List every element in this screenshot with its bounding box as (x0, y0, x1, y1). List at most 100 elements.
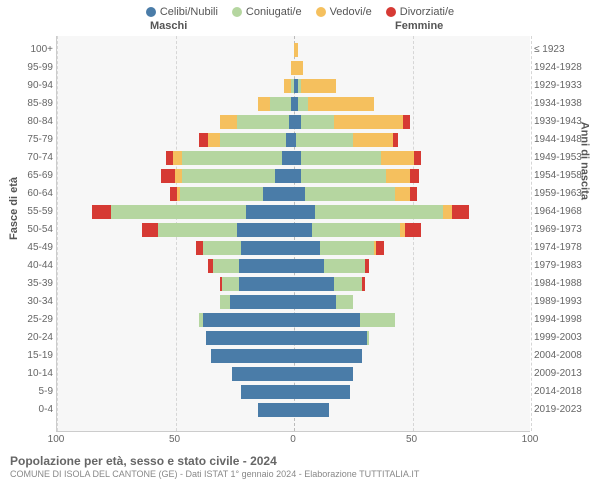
age-label: 0-4 (7, 401, 53, 419)
legend-label: Divorziati/e (400, 6, 454, 18)
age-label: 95-99 (7, 59, 53, 77)
seg-widowed (301, 79, 337, 93)
bar-male (220, 115, 293, 129)
bar-male (211, 349, 294, 363)
bar-male (208, 259, 293, 273)
pyramid-row: 45-491974-1978 (57, 239, 530, 257)
bar-female (294, 205, 469, 219)
birth-year-label: 1949-1953 (534, 149, 596, 167)
legend-swatch (316, 7, 326, 17)
seg-widowed (386, 169, 410, 183)
age-label: 25-29 (7, 311, 53, 329)
seg-divorced (142, 223, 159, 237)
age-label: 80-84 (7, 113, 53, 131)
seg-widowed (294, 61, 303, 75)
seg-single (294, 187, 306, 201)
seg-single (232, 367, 294, 381)
seg-married (305, 187, 395, 201)
seg-single (294, 385, 351, 399)
age-label: 50-54 (7, 221, 53, 239)
bar-female (294, 241, 384, 255)
seg-divorced (405, 223, 422, 237)
age-label: 70-74 (7, 149, 53, 167)
seg-single (294, 331, 367, 345)
seg-widowed (220, 115, 237, 129)
seg-married (182, 169, 274, 183)
pyramid-row: 35-391984-1988 (57, 275, 530, 293)
bar-male (258, 97, 294, 111)
seg-married (336, 295, 353, 309)
seg-single (241, 385, 293, 399)
seg-married (298, 97, 307, 111)
age-label: 30-34 (7, 293, 53, 311)
seg-married (301, 151, 382, 165)
seg-single (258, 403, 294, 417)
x-tick: 50 (169, 434, 180, 445)
seg-married (324, 259, 364, 273)
seg-single (203, 313, 293, 327)
age-label: 35-39 (7, 275, 53, 293)
birth-year-label: 1974-1978 (534, 239, 596, 257)
seg-single (263, 187, 294, 201)
birth-year-label: 1929-1933 (534, 77, 596, 95)
seg-married (334, 277, 362, 291)
seg-single (275, 169, 294, 183)
seg-single (294, 277, 334, 291)
seg-married (220, 295, 229, 309)
seg-married (111, 205, 246, 219)
pyramid-row: 10-142009-2013 (57, 365, 530, 383)
seg-divorced (410, 169, 419, 183)
birth-year-label: 1984-1988 (534, 275, 596, 293)
bar-female (294, 43, 299, 57)
chart-footer: Popolazione per età, sesso e stato civil… (0, 448, 600, 479)
bar-female (294, 385, 351, 399)
seg-divorced (170, 187, 177, 201)
bar-male (232, 367, 294, 381)
seg-single (282, 151, 294, 165)
bar-male (196, 241, 293, 255)
seg-divorced (376, 241, 383, 255)
pyramid-row: 60-641959-1963 (57, 185, 530, 203)
age-label: 15-19 (7, 347, 53, 365)
seg-single (294, 259, 325, 273)
birth-year-label: ≤ 1923 (534, 41, 596, 59)
legend-swatch (386, 7, 396, 17)
legend-label: Celibi/Nubili (160, 6, 218, 18)
seg-married (312, 223, 400, 237)
bar-female (294, 331, 370, 345)
pyramid-row: 5-92014-2018 (57, 383, 530, 401)
seg-married (360, 313, 396, 327)
birth-year-label: 1959-1963 (534, 185, 596, 203)
age-label: 5-9 (7, 383, 53, 401)
pyramid-row: 55-591964-1968 (57, 203, 530, 221)
seg-widowed (334, 115, 403, 129)
x-tick: 50 (406, 434, 417, 445)
bar-female (294, 277, 365, 291)
bar-female (294, 151, 422, 165)
age-label: 20-24 (7, 329, 53, 347)
seg-widowed (175, 169, 182, 183)
seg-divorced (161, 169, 175, 183)
legend-item: Coniugati/e (232, 6, 302, 18)
legend-swatch (146, 7, 156, 17)
header-female: Femmine (395, 20, 443, 32)
seg-single (294, 223, 313, 237)
bar-male (170, 187, 293, 201)
birth-year-label: 1939-1943 (534, 113, 596, 131)
bar-female (294, 403, 330, 417)
seg-single (294, 151, 301, 165)
birth-year-label: 1989-1993 (534, 293, 596, 311)
birth-year-label: 1924-1928 (534, 59, 596, 77)
bar-female (294, 349, 363, 363)
legend-label: Vedovi/e (330, 6, 372, 18)
legend-label: Coniugati/e (246, 6, 302, 18)
legend-item: Vedovi/e (316, 6, 372, 18)
bar-male (220, 295, 293, 309)
seg-single (294, 403, 330, 417)
bar-male (284, 79, 293, 93)
pyramid-row: 80-841939-1943 (57, 113, 530, 131)
pyramid-row: 0-42019-2023 (57, 401, 530, 419)
seg-single (294, 313, 360, 327)
seg-divorced (452, 205, 469, 219)
pyramid-row: 25-291994-1998 (57, 311, 530, 329)
